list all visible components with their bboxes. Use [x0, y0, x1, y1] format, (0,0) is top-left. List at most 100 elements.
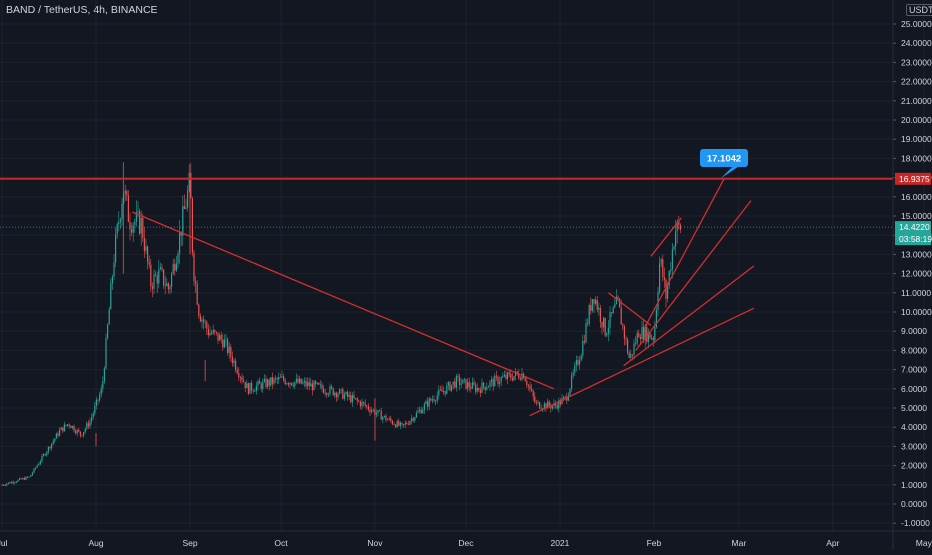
candle-body	[251, 382, 253, 391]
candle-body	[3, 484, 5, 486]
candle-body	[119, 219, 121, 223]
candle-body	[465, 379, 467, 389]
candle-body	[561, 398, 563, 405]
candle-body	[487, 386, 489, 388]
candle-body	[366, 405, 368, 407]
y-tick-label: 22.0000	[901, 77, 932, 87]
candle-body	[510, 373, 512, 379]
channel-top-left[interactable]	[608, 292, 652, 326]
channel-top-line[interactable]	[650, 217, 682, 257]
x-tick-label: Dec	[458, 538, 474, 548]
candle-body	[420, 409, 422, 414]
candle-body	[265, 378, 267, 388]
candle-body	[238, 373, 240, 378]
downtrend-line[interactable]	[132, 211, 555, 390]
candle-body	[443, 390, 445, 392]
currency-label[interactable]: USDT	[906, 4, 932, 16]
candle-body	[559, 400, 561, 405]
fan-line-2[interactable]	[623, 265, 755, 367]
candle-body	[580, 355, 582, 361]
candle-body	[351, 395, 353, 403]
candle-body	[521, 373, 523, 380]
candle-body	[31, 472, 33, 475]
candle-body	[193, 252, 195, 281]
candle-body	[604, 317, 606, 336]
candle-body	[372, 409, 374, 411]
candle-body	[518, 373, 520, 379]
candle-body	[531, 388, 533, 391]
candle-body	[601, 321, 603, 328]
last-price-label: 14.4220	[899, 222, 930, 232]
y-tick-label: 16.0000	[901, 192, 932, 202]
candle-body	[526, 381, 528, 386]
candle-body	[4, 485, 6, 486]
candle-body	[227, 339, 229, 353]
callout-box[interactable]	[700, 149, 748, 167]
x-tick-label: Jul	[0, 538, 8, 548]
candle-body	[150, 264, 152, 287]
y-tick-label: 9.0000	[901, 326, 927, 336]
candle-body	[171, 273, 173, 287]
candle-body	[503, 374, 505, 377]
candle-body	[553, 403, 555, 407]
y-tick-label: 6.0000	[901, 384, 927, 394]
drawing-layer	[0, 177, 893, 417]
candle-body	[468, 382, 470, 388]
fan-line-3[interactable]	[635, 200, 752, 351]
fan-line-1[interactable]	[529, 307, 755, 417]
candle-body	[87, 423, 89, 427]
candle-body	[155, 274, 157, 276]
candle-body	[399, 422, 401, 426]
x-tick-label: May	[916, 538, 932, 548]
candle-body	[223, 339, 225, 348]
candle-body	[153, 274, 155, 289]
candle-body	[457, 376, 459, 378]
candle-body	[641, 326, 643, 340]
candle-body	[475, 384, 477, 392]
candle-body	[329, 386, 331, 394]
candle-body	[595, 299, 597, 304]
candle-body	[516, 371, 518, 374]
candle-body	[233, 360, 235, 364]
candle-body	[174, 264, 176, 271]
candle-body	[84, 428, 86, 433]
candle-body	[495, 375, 497, 377]
candle-body	[591, 299, 593, 311]
candle-body	[47, 446, 49, 452]
candle-body	[319, 384, 321, 386]
candle-body	[548, 401, 550, 406]
candle-body	[348, 395, 350, 397]
candle-body	[68, 424, 70, 426]
candle-body	[239, 377, 241, 379]
candle-body	[550, 405, 552, 409]
candle-body	[555, 403, 557, 406]
candle-body	[71, 426, 73, 428]
candle-body	[191, 198, 193, 253]
candle-body	[25, 476, 27, 480]
candle-body	[6, 483, 8, 486]
candle-body	[471, 382, 473, 389]
y-tick-label: 4.0000	[901, 422, 927, 432]
candle-body	[489, 381, 491, 387]
candle-body	[364, 402, 366, 406]
y-tick-label: 21.0000	[901, 96, 932, 106]
candle-body	[35, 467, 37, 469]
candle-body	[598, 307, 600, 310]
candle-body	[83, 432, 85, 436]
candle-body	[625, 338, 627, 340]
candle-body	[163, 269, 165, 286]
candle-body	[94, 405, 96, 414]
candle-body	[201, 319, 203, 322]
y-tick-label: 15.0000	[901, 211, 932, 221]
candle-body	[283, 376, 285, 381]
candle-body	[323, 388, 325, 394]
candle-body	[67, 424, 69, 426]
candle-body	[89, 421, 91, 427]
fan-line-4[interactable]	[644, 179, 725, 328]
candle-body	[310, 383, 312, 387]
candle-body	[43, 454, 45, 456]
candle-body	[574, 365, 576, 373]
candle-body	[46, 451, 48, 456]
